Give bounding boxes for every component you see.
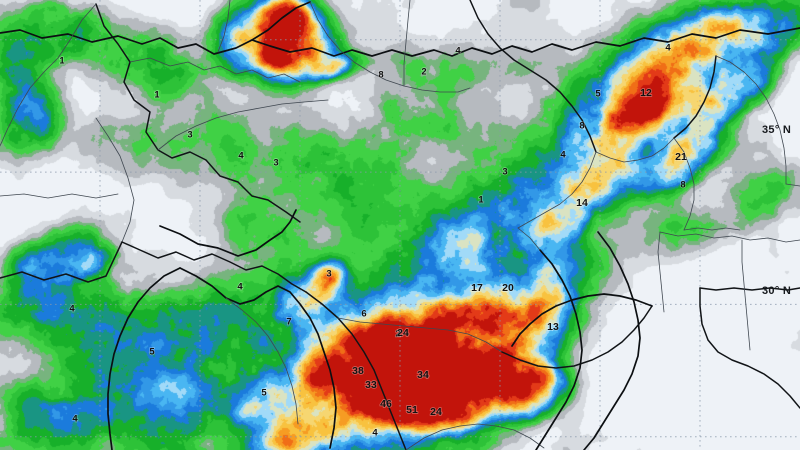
precip-value-label: 1 [59, 56, 65, 67]
precip-value-label: 6 [361, 309, 366, 320]
precip-value-label: 4 [372, 428, 378, 439]
precip-value-label: 8 [680, 180, 685, 191]
precip-value-label: 14 [576, 197, 588, 209]
precip-value-label: 4 [69, 304, 75, 315]
precip-value-label: 34 [417, 369, 429, 381]
latitude-label: 30° N [762, 285, 791, 297]
precip-value-label: 46 [380, 398, 392, 410]
precip-value-label: 5 [261, 388, 267, 399]
precip-value-label: 4 [72, 414, 78, 425]
precip-value-label: 38 [352, 365, 364, 377]
precip-value-label: 5 [149, 347, 155, 358]
precip-value-label: 4 [665, 43, 671, 54]
precip-value-label: 1 [154, 90, 160, 101]
precip-value-label: 8 [579, 121, 584, 132]
precip-value-label: 24 [397, 327, 409, 339]
precip-value-label: 2 [395, 329, 400, 340]
precip-value-label: 5 [595, 89, 601, 100]
precip-value-label: 8 [378, 70, 383, 81]
precip-value-label: 33 [365, 379, 377, 391]
precip-value-label: 4 [455, 46, 461, 57]
precip-value-label: 17 [471, 282, 483, 294]
precip-value-label: 21 [675, 151, 687, 163]
precip-value-label: 24 [430, 406, 442, 418]
precip-value-label: 12 [640, 87, 652, 99]
latitude-label: 35° N [762, 124, 791, 136]
precip-value-label: 3 [187, 130, 192, 141]
precip-value-label: 1 [478, 195, 484, 206]
precip-value-label: 2 [421, 67, 426, 78]
precip-value-label: 3 [502, 167, 507, 178]
precip-value-label: 4 [237, 282, 243, 293]
precip-value-label: 4 [238, 151, 244, 162]
precip-value-label: 7 [286, 317, 291, 328]
precip-value-label: 3 [273, 158, 278, 169]
latitude-labels: 35° N 30° N [762, 124, 791, 297]
precip-value-label: 20 [502, 282, 514, 294]
precip-value-label: 3 [326, 269, 331, 280]
precip-value-label: 51 [406, 404, 418, 416]
precip-value-label: 13 [547, 321, 559, 333]
precip-value-label: 4 [560, 150, 566, 161]
